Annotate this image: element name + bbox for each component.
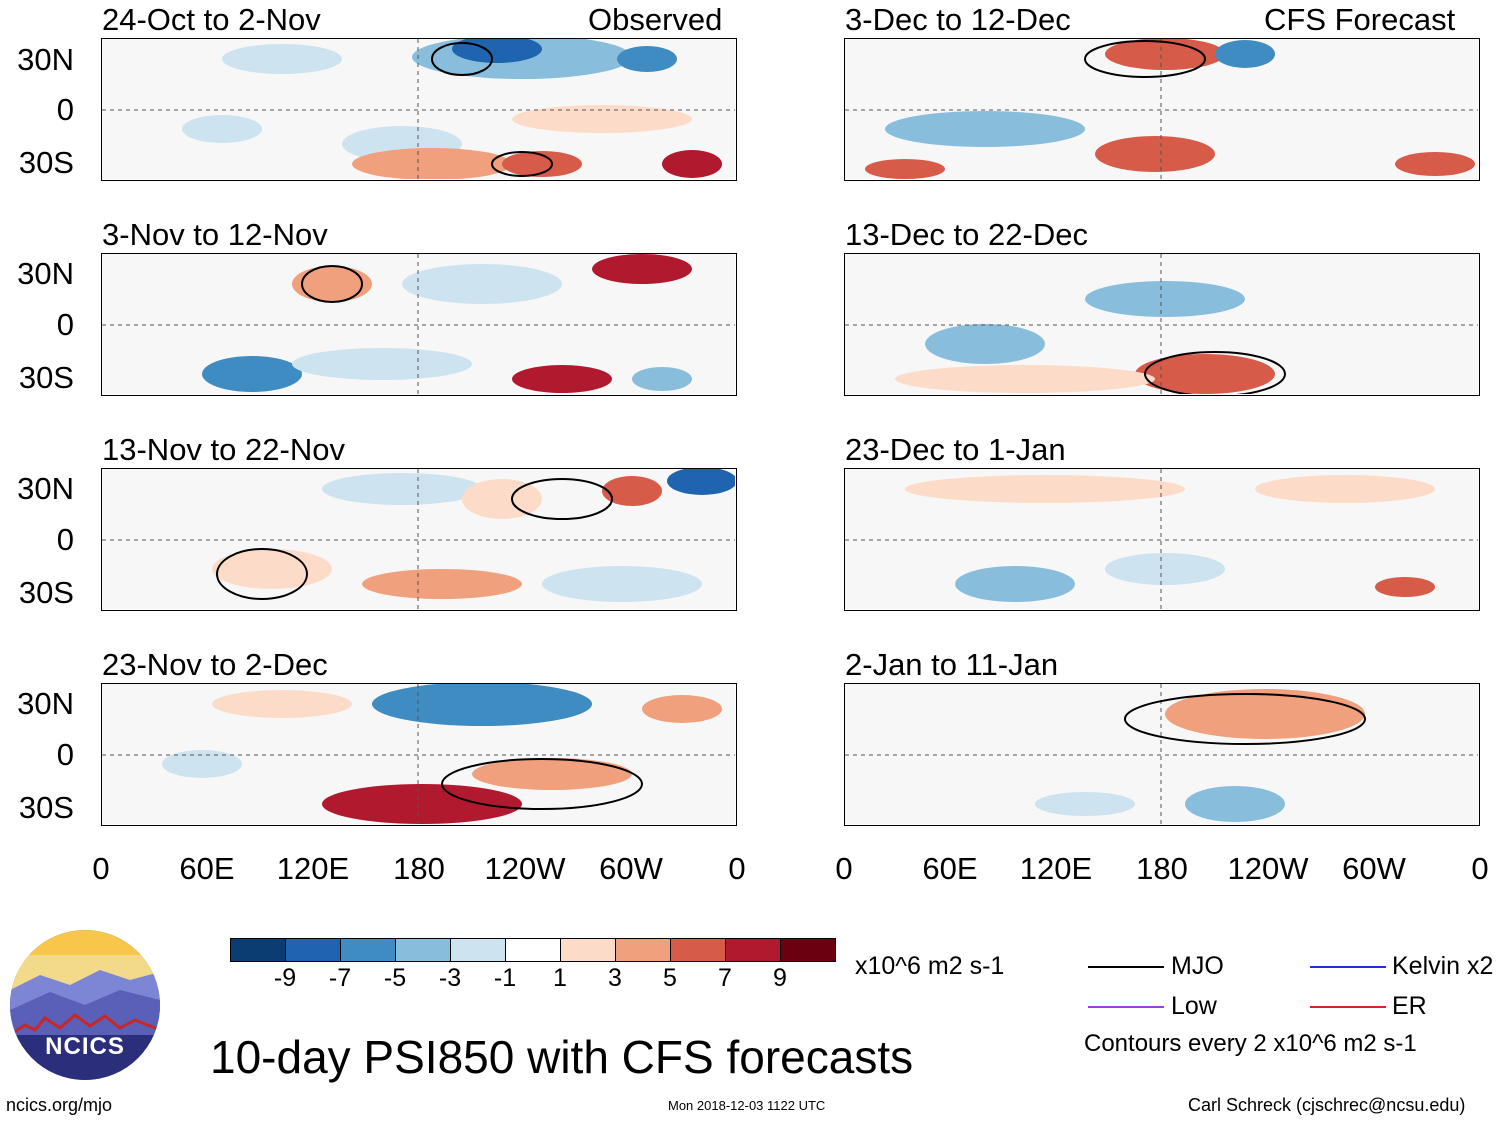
panel-title: 2-Jan to 11-Jan: [845, 647, 1059, 682]
panel-title: 13-Dec to 22-Dec: [845, 217, 1088, 252]
colorbar-tick-label: 9: [773, 964, 787, 992]
lon-label: 60E: [922, 851, 978, 886]
author-credit: Carl Schreck (cjschrec@ncsu.edu): [1188, 1095, 1466, 1115]
colorbar-swatch: [340, 938, 396, 962]
lat-label: 0: [56, 522, 74, 557]
colorbar-swatch: [615, 938, 671, 962]
lat-label: 30S: [18, 145, 74, 180]
lat-label: 0: [56, 737, 74, 772]
lon-label: 60W: [599, 851, 663, 886]
colorbar-swatch: [505, 938, 561, 962]
lon-label: 120E: [276, 851, 350, 886]
lon-label: 60W: [1342, 851, 1406, 886]
psi-field: [102, 469, 736, 609]
legend-line-low: [1088, 1006, 1164, 1008]
psi-field: [845, 684, 1478, 824]
legend-line-mjo: [1088, 966, 1164, 968]
panel-title: 13-Nov to 22-Nov: [102, 432, 345, 467]
legend-label-low: Low: [1171, 992, 1217, 1020]
map-panel-cfs-3: [844, 468, 1480, 611]
psi-field: [102, 254, 735, 394]
psi-field: [102, 39, 735, 180]
colorbar-tick-label: 7: [718, 964, 732, 992]
colorbar-tick-label: -7: [328, 964, 352, 992]
lon-label: 120E: [1019, 851, 1093, 886]
lat-label: 30S: [18, 790, 74, 825]
colorbar-tick-label: -1: [493, 964, 517, 992]
lat-label: 30S: [18, 575, 74, 610]
lon-label: 60E: [179, 851, 235, 886]
colorbar-tick-label: 5: [663, 964, 677, 992]
colorbar-labels: -9 -7 -5 -3 -1 1 3 5 7 9: [230, 964, 835, 994]
lat-label: 0: [56, 307, 74, 342]
psi-field: [102, 684, 735, 824]
colorbar-swatch: [450, 938, 506, 962]
map-panel-obs-1: [101, 38, 737, 181]
colorbar-tick-label: -9: [273, 964, 297, 992]
panel-title: 3-Nov to 12-Nov: [102, 217, 328, 252]
lat-label: 30N: [17, 471, 74, 506]
site-url[interactable]: ncics.org/mjo: [6, 1095, 113, 1115]
legend-line-kelvin: [1310, 966, 1386, 968]
panel-tag-cfs: CFS Forecast: [1264, 2, 1456, 37]
panel-title: 3-Dec to 12-Dec: [845, 2, 1071, 37]
colorbar-units: x10^6 m2 s-1: [855, 952, 1005, 980]
colorbar-tick-label: -5: [383, 964, 407, 992]
logo-text: NCICS: [45, 1033, 125, 1060]
lon-label: 120W: [1227, 851, 1309, 886]
lon-label: 0: [835, 851, 853, 886]
psi-field: [845, 39, 1478, 179]
contour-note: Contours every 2 x10^6 m2 s-1: [1084, 1030, 1417, 1057]
colorbar-swatch: [560, 938, 616, 962]
legend-label-kelvin: Kelvin x2: [1392, 952, 1494, 980]
panel-title: 23-Nov to 2-Dec: [102, 647, 328, 682]
figure-title: 10-day PSI850 with CFS forecasts: [210, 1031, 914, 1083]
lon-label: 0: [92, 851, 110, 886]
map-panel-cfs-4: [844, 683, 1480, 826]
lat-label: 0: [56, 92, 74, 127]
psi-field: [845, 469, 1478, 609]
colorbar-swatch: [780, 938, 836, 962]
legend-label-er: ER: [1392, 992, 1427, 1020]
lat-label: 30N: [17, 42, 74, 77]
legend-label-mjo: MJO: [1171, 952, 1224, 980]
map-panel-obs-2: [101, 253, 737, 396]
colorbar-swatch: [725, 938, 781, 962]
panel-title: 23-Dec to 1-Jan: [845, 432, 1066, 467]
colorbar-tick-label: 1: [553, 964, 567, 992]
map-panel-cfs-2: [844, 253, 1480, 396]
colorbar: [230, 938, 836, 962]
map-panel-obs-4: [101, 683, 737, 826]
colorbar-swatch: [670, 938, 726, 962]
lat-label: 30N: [17, 686, 74, 721]
timestamp: Mon 2018-12-03 1122 UTC: [668, 1098, 826, 1113]
legend-line-er: [1310, 1006, 1386, 1008]
colorbar-tick-label: -3: [438, 964, 462, 992]
ncics-logo: NCICS: [10, 930, 160, 1080]
lon-label: 120W: [484, 851, 566, 886]
lon-label: 0: [728, 851, 746, 886]
map-panel-obs-3: [101, 468, 737, 611]
panel-title: 24-Oct to 2-Nov: [102, 2, 321, 37]
map-panel-cfs-1: [844, 38, 1480, 181]
colorbar-swatch: [395, 938, 451, 962]
psi-field: [845, 254, 1478, 395]
colorbar-swatch: [230, 938, 286, 962]
lat-label: 30N: [17, 256, 74, 291]
colorbar-tick-label: 3: [608, 964, 622, 992]
panel-tag-observed: Observed: [588, 2, 723, 37]
lon-label: 180: [1136, 851, 1188, 886]
lon-label: 0: [1471, 851, 1489, 886]
lat-label: 30S: [18, 360, 74, 395]
colorbar-swatch: [285, 938, 341, 962]
lon-label: 180: [393, 851, 445, 886]
